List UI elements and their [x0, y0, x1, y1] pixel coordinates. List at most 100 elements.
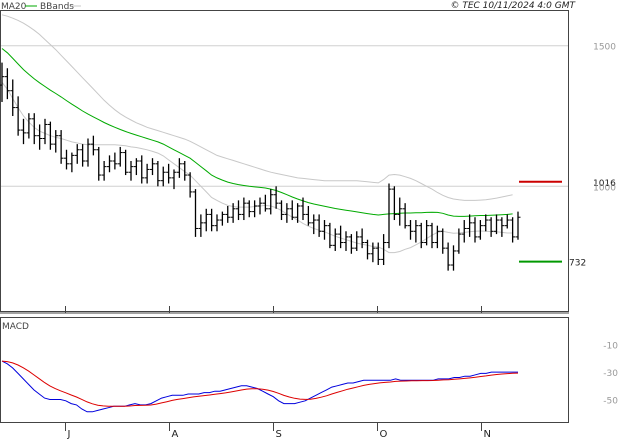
price-y-axis: 1500 1000 — [593, 43, 616, 194]
ohlc-bar — [386, 183, 392, 249]
ohlc-bar — [510, 217, 516, 243]
bbands-legend: BBands — [40, 2, 74, 12]
ohlc-bar — [107, 155, 112, 173]
ohlc-bar — [128, 161, 134, 181]
ohlc-bar — [494, 214, 499, 235]
ohlc-bar — [429, 222, 435, 249]
ohlc-bar — [85, 138, 91, 167]
ohlc-bar — [300, 197, 306, 221]
macd-y-tick-label: -50 — [603, 396, 618, 406]
ohlc-bar — [402, 203, 408, 229]
ohlc-bar — [150, 158, 155, 176]
ohlc-bar — [252, 200, 258, 218]
ma20-legend: MA20 — [1, 2, 27, 12]
ohlc-bar — [198, 214, 204, 237]
ohlc-bar — [375, 242, 381, 266]
ohlc-bar — [354, 231, 360, 251]
copyright-label: © TEC 10/11/2024 4:0 GMT — [450, 1, 576, 11]
ohlc-bar — [0, 62, 5, 102]
signal-line — [1, 360, 519, 407]
ohlc-bar — [53, 130, 59, 153]
ohlc-bar — [21, 118, 26, 145]
ohlc-bar — [311, 214, 317, 235]
ohlc-bar — [434, 225, 440, 249]
ohlc-bar — [418, 222, 424, 249]
ohlc-bar — [451, 245, 456, 271]
ohlc-bar — [472, 217, 478, 243]
ohlc-bar — [112, 152, 118, 170]
ohlc-bar — [348, 234, 354, 254]
macd-y-axis: -10 -30 -50 — [603, 342, 618, 407]
ohlc-bar — [262, 194, 268, 212]
ohlc-bar — [64, 149, 69, 170]
price-gridlines — [1, 45, 568, 187]
macd-y-tick-label: -30 — [603, 369, 618, 379]
ohlc-bar — [316, 214, 322, 237]
ohlc-bar — [182, 161, 188, 181]
ohlc-bar — [424, 220, 430, 246]
ohlc-bar — [365, 239, 370, 260]
ohlc-bar — [483, 214, 489, 232]
ohlc-bar — [397, 197, 403, 226]
ohlc-bar — [101, 161, 107, 181]
ohlc-bar — [322, 220, 327, 240]
ohlc-bar — [241, 197, 247, 221]
ohlc-bar — [155, 161, 161, 187]
ohlc-bar — [305, 205, 311, 226]
bollinger-bands — [1, 14, 513, 254]
resistance-level-label: 1016 — [593, 179, 616, 189]
ohlc-bar — [171, 169, 177, 190]
macd-y-tick-label: -10 — [603, 342, 618, 352]
ohlc-bar — [413, 220, 419, 243]
macd-title: MACD — [2, 322, 29, 332]
ohlc-bar — [42, 118, 48, 145]
x-tick-label: A — [172, 429, 179, 440]
ohlc-bar — [370, 242, 376, 263]
ohlc-bar — [445, 242, 451, 271]
ohlc-bar — [268, 189, 274, 215]
ohlc-bar — [225, 205, 231, 223]
ohlc-bar — [10, 79, 16, 117]
ohlc-bar — [144, 163, 150, 184]
ma20-line — [1, 48, 513, 217]
ohlc-bar — [90, 135, 96, 156]
ohlc-bar — [58, 130, 64, 164]
ohlc-bar — [160, 166, 166, 187]
ohlc-bar — [461, 220, 467, 243]
ohlc-bar — [166, 163, 172, 184]
ohlc-bar — [477, 220, 483, 240]
ohlc-bar — [117, 146, 123, 167]
ohlc-bar — [273, 186, 279, 209]
ohlc-bar — [257, 197, 263, 215]
ohlc-bar — [193, 189, 198, 237]
x-tick-label: N — [484, 429, 491, 440]
ohlc-bar — [26, 113, 32, 139]
ohlc-bar — [381, 234, 387, 266]
ohlc-bar — [343, 231, 349, 251]
ohlc-bar — [230, 203, 236, 223]
x-tick-label: O — [380, 429, 388, 440]
ohlc-bar — [488, 217, 494, 237]
ohlc-bar — [15, 96, 21, 136]
ohlc-bar — [214, 214, 220, 232]
ohlc-bar — [203, 208, 209, 232]
ohlc-bar — [456, 228, 462, 254]
ohlc-bar — [246, 200, 252, 218]
x-tick-label: J — [67, 429, 71, 440]
ohlc-bar — [236, 200, 241, 221]
macd-lines — [1, 360, 519, 413]
ohlc-bar — [440, 228, 446, 254]
ohlc-bar — [284, 203, 290, 223]
ohlc-bar — [391, 186, 397, 221]
ohlc-bar — [209, 208, 215, 232]
ohlc-bar — [47, 121, 53, 150]
ohlc-bar — [408, 220, 413, 240]
ohlc-bar — [219, 211, 225, 226]
ohlc-bar — [123, 149, 129, 176]
ohlc-bar — [289, 200, 295, 221]
bband-lower — [1, 81, 513, 254]
ohlc-bar — [279, 200, 284, 221]
macd-panel-frame — [0, 317, 569, 423]
